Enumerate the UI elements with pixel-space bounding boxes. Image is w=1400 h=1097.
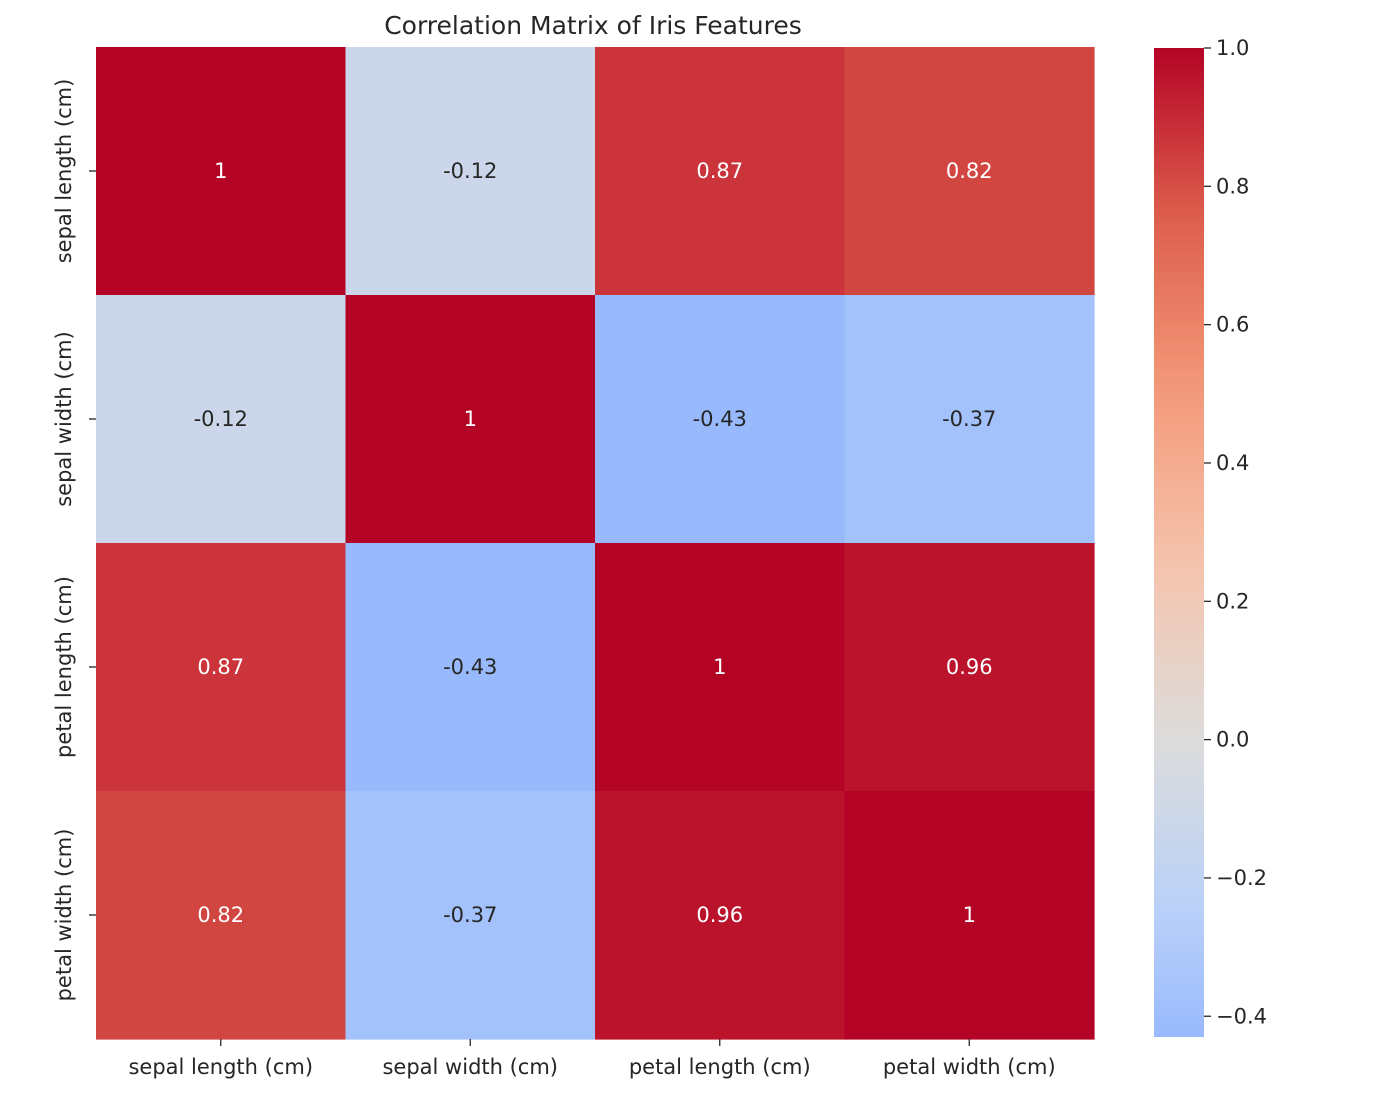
x-tick-label: sepal width (cm)	[382, 1055, 558, 1079]
heatmap-cell	[345, 791, 596, 1040]
heatmap-cell	[595, 295, 846, 544]
cell-annotation: -0.43	[443, 655, 497, 679]
heatmap-cell	[595, 543, 846, 792]
cell-annotation: -0.43	[693, 407, 747, 431]
cell-annotation: 0.96	[946, 655, 993, 679]
heatmap-cell	[345, 47, 596, 296]
x-tick-label: sepal length (cm)	[128, 1055, 313, 1079]
y-tick-label: petal length (cm)	[52, 576, 76, 758]
heatmap-cell	[96, 295, 347, 544]
cell-annotation: 1	[214, 159, 227, 183]
cell-annotation: 1	[963, 903, 976, 927]
heatmap-cells: 1 -0.12 0.87 0.82 -0.12 1 -0.43 -0.37 0.87 -0.43 1…	[96, 47, 1095, 1040]
colorbar-tick-label: −0.4	[1216, 1004, 1267, 1028]
colorbar-tick-label: 1.0	[1216, 36, 1249, 60]
heatmap-cell	[844, 543, 1095, 792]
y-tick-label: sepal length (cm)	[52, 79, 76, 264]
heatmap-cell	[844, 791, 1095, 1040]
cell-annotation: 0.82	[197, 903, 244, 927]
y-tick-label: petal width (cm)	[52, 829, 76, 1002]
x-tick-label: petal length (cm)	[629, 1055, 811, 1079]
heatmap-cell	[96, 791, 347, 1040]
y-tick-label: sepal width (cm)	[52, 331, 76, 507]
heatmap-cell	[345, 295, 596, 544]
colorbar-tick-label: 0.2	[1216, 589, 1249, 613]
colorbar-tick-label: 0.8	[1216, 174, 1249, 198]
colorbar	[1154, 48, 1204, 1037]
colorbar-tick-label: −0.2	[1216, 866, 1267, 890]
colorbar-tick-label: 0.6	[1216, 313, 1249, 337]
heatmap-cell	[595, 791, 846, 1040]
heatmap-cell	[96, 543, 347, 792]
colorbar-tick-label: 0.4	[1216, 451, 1249, 475]
heatmap-cell	[96, 47, 347, 296]
cell-annotation: 0.87	[696, 159, 743, 183]
heatmap-cell	[844, 295, 1095, 544]
heatmap-cell	[345, 543, 596, 792]
colorbar-ticks: −0.4 −0.2 0.0 0.2 0.4 0.6 0.8 1.0	[1204, 36, 1267, 1028]
cell-annotation: 0.82	[946, 159, 993, 183]
cell-annotation: 1	[713, 655, 726, 679]
chart-title: Correlation Matrix of Iris Features	[384, 11, 802, 40]
x-axis-ticks: sepal length (cm) sepal width (cm) petal l…	[128, 1039, 1056, 1079]
cell-annotation: -0.37	[443, 903, 497, 927]
heatmap-cell	[595, 47, 846, 296]
y-axis-ticks: sepal length (cm) sepal width (cm) petal l…	[52, 79, 96, 1002]
cell-annotation: -0.12	[443, 159, 497, 183]
cell-annotation: -0.37	[942, 407, 996, 431]
x-tick-label: petal width (cm)	[883, 1055, 1056, 1079]
colorbar-tick-label: 0.0	[1216, 728, 1249, 752]
cell-annotation: -0.12	[194, 407, 248, 431]
cell-annotation: 0.96	[696, 903, 743, 927]
heatmap-cell	[844, 47, 1095, 296]
cell-annotation: 1	[464, 407, 477, 431]
cell-annotation: 0.87	[197, 655, 244, 679]
